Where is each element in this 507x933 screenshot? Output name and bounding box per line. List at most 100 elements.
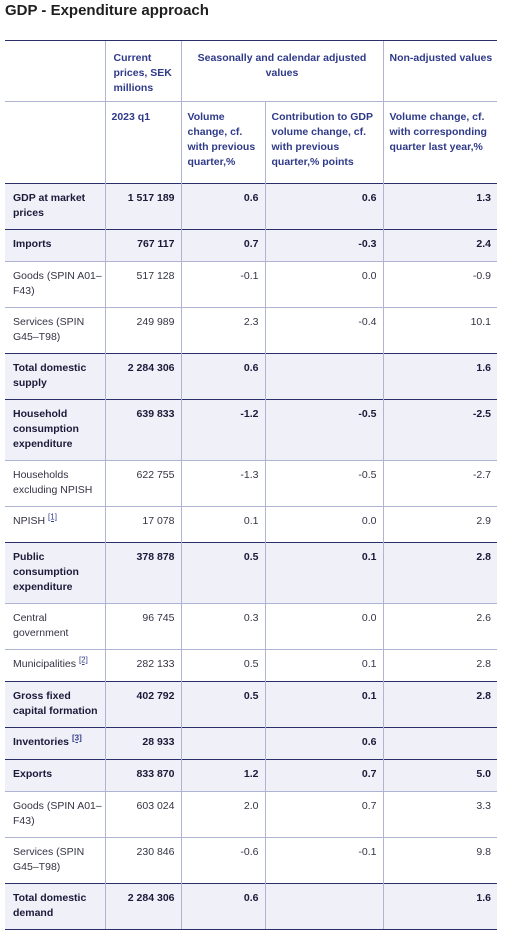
row-label: Total domestic demand xyxy=(5,883,105,930)
row-label: Goods (SPIN A01–F43) xyxy=(5,261,105,308)
table-row: Exports 833 870 1.2 0.7 5.0 xyxy=(5,759,498,792)
cell-value: 603 024 xyxy=(104,791,181,838)
row-label: Services (SPIN G45–T98) xyxy=(5,307,105,354)
table-row: Total domestic supply 2 284 306 0.6 1.6 xyxy=(5,353,498,400)
row-label-text: Total domestic supply xyxy=(13,362,87,389)
row-label: Total domestic supply xyxy=(5,353,105,400)
cell-value: 0.6 xyxy=(180,883,265,930)
cell-value: 0.1 xyxy=(180,506,265,543)
header-blank xyxy=(5,40,105,102)
cell-value: 402 792 xyxy=(104,681,181,728)
table-row: Services (SPIN G45–T98) 230 846 -0.6 -0.1 9.… xyxy=(5,837,498,884)
cell-value: -0.1 xyxy=(180,261,265,308)
row-label: Inventories [3] xyxy=(5,727,105,760)
cell-value: 0.7 xyxy=(264,791,384,838)
row-label-text: Municipalities xyxy=(13,658,77,670)
header-row-groups: Current prices, SEK millions Seasonally … xyxy=(5,40,498,102)
table-row: Services (SPIN G45–T98) 249 989 2.3 -0.4 10.… xyxy=(5,307,498,354)
cell-value: -2.5 xyxy=(382,399,498,461)
cell-value: 1.6 xyxy=(382,353,498,400)
cell-value: 2.6 xyxy=(382,603,498,650)
cell-value: 2.3 xyxy=(180,307,265,354)
table-row: Household consumption expenditure 639 833… xyxy=(5,399,498,461)
footnote-link[interactable]: [3] xyxy=(71,733,82,743)
cell-value: -0.3 xyxy=(264,229,384,262)
header-row-columns: 2023 q1 Volume change, cf. with previous… xyxy=(5,101,498,184)
cell-value: -0.6 xyxy=(180,837,265,884)
cell-value: 3.3 xyxy=(382,791,498,838)
cell-value xyxy=(264,883,384,930)
row-label: Municipalities [2] xyxy=(5,649,105,682)
cell-value: 0.0 xyxy=(264,261,384,308)
row-label: NPISH [1] xyxy=(5,506,105,543)
cell-value: 2 284 306 xyxy=(104,883,181,930)
row-label: GDP at market prices xyxy=(5,183,105,230)
cell-value: 639 833 xyxy=(104,399,181,461)
footnote-link[interactable]: [1] xyxy=(48,512,57,522)
cell-value: -0.5 xyxy=(264,460,384,507)
cell-value: 0.6 xyxy=(180,183,265,230)
cell-value xyxy=(382,727,498,760)
cell-value: 2.4 xyxy=(382,229,498,262)
row-label-text: Inventories xyxy=(13,736,70,748)
row-label-text: Goods (SPIN A01–F43) xyxy=(13,270,102,297)
row-label: Services (SPIN G45–T98) xyxy=(5,837,105,884)
row-label: Public consumption expenditure xyxy=(5,542,105,604)
cell-value xyxy=(264,353,384,400)
cell-value: 2.0 xyxy=(180,791,265,838)
table-body: GDP at market prices 1 517 189 0.6 0.6 1.3 Im… xyxy=(5,183,498,930)
cell-value: 378 878 xyxy=(104,542,181,604)
cell-value: 0.0 xyxy=(264,603,384,650)
footnote-link[interactable]: [2] xyxy=(78,655,88,665)
cell-value: 230 846 xyxy=(104,837,181,884)
row-label: Imports xyxy=(5,229,105,262)
cell-value: 0.6 xyxy=(264,727,384,760)
row-label-text: Households excluding NPISH xyxy=(13,469,93,496)
cell-value: 96 745 xyxy=(104,603,181,650)
cell-value: 2.8 xyxy=(382,542,498,604)
table-row: Imports 767 117 0.7 -0.3 2.4 xyxy=(5,229,498,262)
table-row: Goods (SPIN A01–F43) 517 128 -0.1 0.0 -0.9 xyxy=(5,261,498,308)
cell-value: 0.6 xyxy=(264,183,384,230)
table-row: Municipalities [2] 282 133 0.5 0.1 2.8 xyxy=(5,649,498,682)
row-label-text: Household consumption expenditure xyxy=(13,408,79,450)
cell-value: 2.9 xyxy=(382,506,498,543)
gdp-table: Current prices, SEK millions Seasonally … xyxy=(5,40,498,930)
row-label-text: Gross fixed capital formation xyxy=(13,690,98,717)
cell-value: -2.7 xyxy=(382,460,498,507)
cell-value: -1.2 xyxy=(180,399,265,461)
row-label-text: Central government xyxy=(13,612,69,639)
cell-value: 0.0 xyxy=(264,506,384,543)
header-contribution: Contribution to GDP volume change, cf. w… xyxy=(264,101,384,184)
cell-value: 517 128 xyxy=(104,261,181,308)
cell-value: 1.3 xyxy=(382,183,498,230)
row-label: Households excluding NPISH xyxy=(5,460,105,507)
header-nonadjusted-group: Non-adjusted values xyxy=(382,40,498,102)
table-row: NPISH [1] 17 078 0.1 0.0 2.9 xyxy=(5,506,498,543)
cell-value: 2 284 306 xyxy=(104,353,181,400)
cell-value: 0.1 xyxy=(264,542,384,604)
cell-value: 2.8 xyxy=(382,649,498,682)
table-row: Inventories [3] 28 933 0.6 xyxy=(5,727,498,760)
header-blank-2 xyxy=(5,101,105,184)
row-label-text: GDP at market prices xyxy=(13,192,86,219)
cell-value: 0.6 xyxy=(180,353,265,400)
cell-value: 1.2 xyxy=(180,759,265,792)
row-label-text: Exports xyxy=(13,768,53,780)
cell-value xyxy=(180,727,265,760)
cell-value: 0.1 xyxy=(264,681,384,728)
cell-value: -0.1 xyxy=(264,837,384,884)
cell-value: 833 870 xyxy=(104,759,181,792)
row-label-text: Services (SPIN G45–T98) xyxy=(13,846,85,873)
header-seasonal-group: Seasonally and calendar adjusted values xyxy=(180,40,384,102)
cell-value: 0.1 xyxy=(264,649,384,682)
cell-value: 249 989 xyxy=(104,307,181,354)
cell-value: 0.7 xyxy=(264,759,384,792)
cell-value: 1.6 xyxy=(382,883,498,930)
row-label: Central government xyxy=(5,603,105,650)
cell-value: 0.3 xyxy=(180,603,265,650)
row-label-text: Services (SPIN G45–T98) xyxy=(13,316,85,343)
row-label: Goods (SPIN A01–F43) xyxy=(5,791,105,838)
cell-value: 282 133 xyxy=(104,649,181,682)
cell-value: -0.4 xyxy=(264,307,384,354)
